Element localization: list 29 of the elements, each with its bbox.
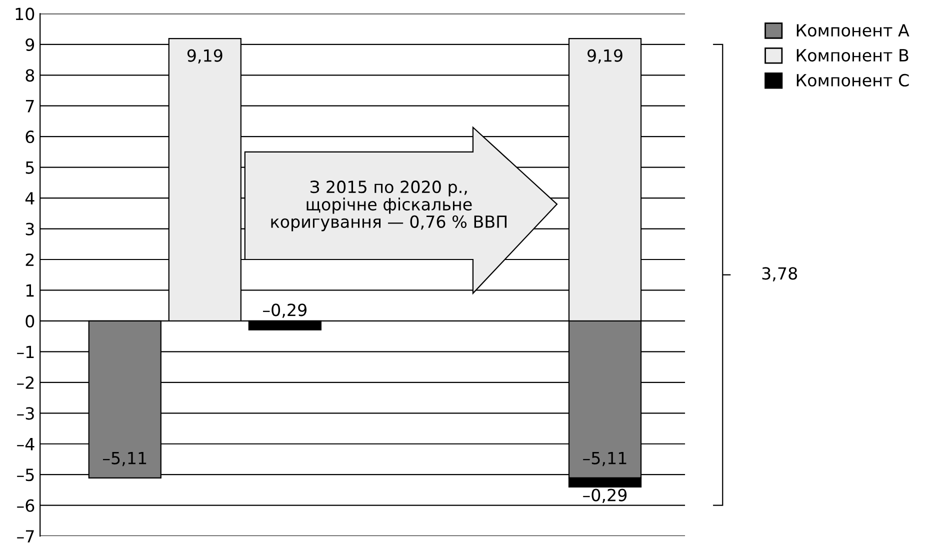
legend-label: Компонент A (796, 24, 910, 37)
y-tick-label: 1 (26, 284, 34, 297)
data-label: 9,19 (587, 49, 622, 64)
y-tick-label: 9 (26, 38, 34, 51)
text: 3,78 (762, 267, 798, 282)
data-label: –5,11 (102, 452, 146, 466)
y-tick-label: –2 (17, 376, 34, 389)
y-tick-label: –3 (17, 407, 34, 420)
data-label: –5,11 (583, 452, 626, 466)
data-label: –0,29 (583, 488, 627, 504)
y-tick-label: 0 (26, 314, 34, 328)
y-tick-label: 2 (26, 253, 34, 266)
annotation: З 2015 по 2020 р., щорічне фіскальне коригування — 0,76 % ВВП (271, 180, 506, 232)
y-tick-label: 7 (26, 100, 34, 112)
y-tick-label: –5 (17, 468, 34, 482)
legend-label: Компонент C (796, 74, 909, 87)
y-tick-label: 10 (16, 8, 34, 20)
y-tick-label: 3 (26, 222, 34, 236)
y-tick-label: 8 (26, 69, 34, 82)
y-tick-label: 6 (26, 130, 34, 144)
data-label: 9,19 (187, 49, 222, 64)
legend-label: Компонент B (796, 49, 908, 62)
y-tick-label: 4 (25, 192, 34, 204)
y-tick-label: –7 (17, 530, 34, 542)
y-tick-label: –4 (17, 438, 34, 450)
y-tick-label: –6 (17, 499, 34, 512)
data-label: –0,29 (263, 304, 306, 318)
y-tick-label: –1 (17, 346, 34, 358)
y-tick-label: 5 (26, 162, 34, 174)
